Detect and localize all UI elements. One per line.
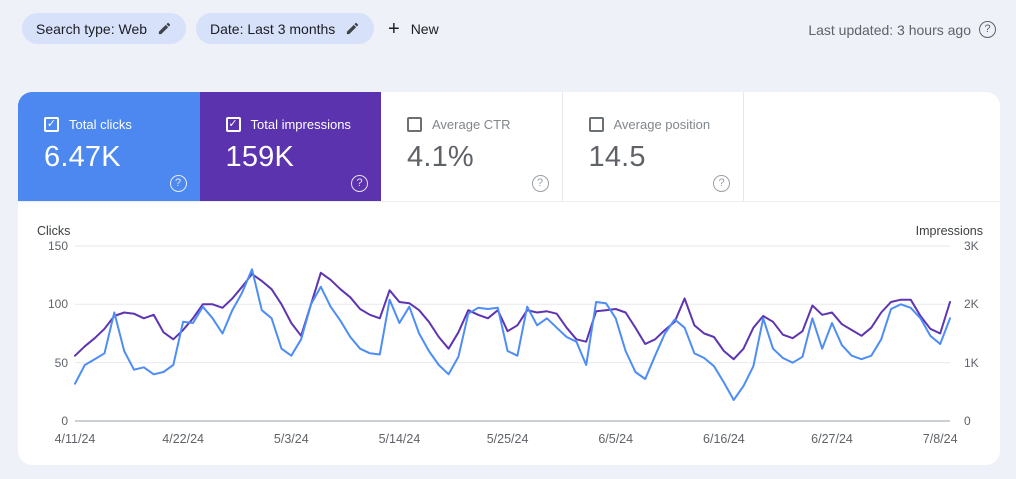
x-axis-date-label: 6/5/24 xyxy=(598,432,634,446)
metric-label: Average position xyxy=(613,117,711,132)
help-icon[interactable]: ? xyxy=(531,175,549,192)
performance-chart-svg xyxy=(74,245,951,422)
x-axis-date-label: 5/3/24 xyxy=(273,432,309,446)
checkbox-checked-icon[interactable]: ✓ xyxy=(44,117,59,132)
last-updated-text: Last updated: 3 hours ago xyxy=(808,21,971,38)
filter-toolbar: Search type: Web Date: Last 3 months + N… xyxy=(0,0,1016,60)
right-axis-tick-label: 0 xyxy=(964,414,971,428)
impressions-line xyxy=(74,271,951,361)
search-type-filter-label: Search type: Web xyxy=(36,20,148,37)
card-header: Average position xyxy=(588,117,744,132)
date-filter-label: Date: Last 3 months xyxy=(210,20,336,37)
clicks-line xyxy=(74,268,951,401)
left-axis-tick-label: 50 xyxy=(54,355,68,370)
metric-label: Average CTR xyxy=(432,117,511,132)
plus-icon: + xyxy=(388,17,400,40)
metric-value: 14.5 xyxy=(588,141,646,173)
right-axis-title: Impressions xyxy=(915,224,983,238)
search-type-filter-chip[interactable]: Search type: Web xyxy=(22,13,187,44)
new-filter-button-label: New xyxy=(410,20,439,37)
help-icon[interactable]: ? xyxy=(169,175,187,192)
average-ctr-card[interactable]: Average CTR 4.1% ? xyxy=(381,92,563,201)
left-axis-tick-label: 150 xyxy=(47,239,68,253)
left-axis-tick-label: 100 xyxy=(47,297,68,312)
new-filter-button[interactable]: + New xyxy=(388,13,439,44)
metric-label: Total impressions xyxy=(250,117,351,132)
x-axis-date-label: 4/11/24 xyxy=(54,432,96,446)
x-axis-date-label: 5/25/24 xyxy=(486,432,529,446)
right-axis-tick-label: 1K xyxy=(964,355,979,370)
metric-label: Total clicks xyxy=(69,117,132,132)
x-axis-date-label: 7/8/24 xyxy=(922,432,958,446)
edit-pencil-icon xyxy=(347,22,359,35)
performance-panel: ✓ Total clicks 6.47K ? ✓ Total impressio… xyxy=(18,92,1000,465)
card-header: ✓ Total clicks xyxy=(44,117,200,132)
right-axis-tick-label: 3K xyxy=(964,239,979,253)
left-axis-tick-label: 0 xyxy=(61,414,68,428)
average-position-card[interactable]: Average position 14.5 ? xyxy=(562,92,744,201)
performance-chart[interactable]: Clicks Impressions 150 100 50 0 3K 2K 1K 0 4/1… xyxy=(18,202,1000,465)
card-header: ✓ Total impressions xyxy=(225,117,382,132)
x-axis-date-label: 4/22/24 xyxy=(162,432,204,446)
checkbox-unchecked-icon[interactable] xyxy=(588,117,604,132)
checkbox-checked-icon[interactable]: ✓ xyxy=(225,117,241,132)
metric-value: 159K xyxy=(225,141,295,173)
help-icon[interactable]: ? xyxy=(713,175,730,192)
x-axis-date-label: 6/16/24 xyxy=(703,432,745,446)
right-axis-tick-label: 2K xyxy=(964,297,979,312)
total-impressions-card[interactable]: ✓ Total impressions 159K ? xyxy=(199,92,382,201)
checkbox-unchecked-icon[interactable] xyxy=(407,117,422,132)
x-axis-date-label: 6/27/24 xyxy=(811,432,853,446)
card-header: Average CTR xyxy=(407,117,562,132)
left-axis-title: Clicks xyxy=(37,224,71,238)
edit-pencil-icon xyxy=(158,22,171,35)
date-filter-chip[interactable]: Date: Last 3 months xyxy=(196,13,375,44)
metric-value: 4.1% xyxy=(407,141,474,173)
total-clicks-card[interactable]: ✓ Total clicks 6.47K ? xyxy=(18,92,200,201)
last-updated-status: Last updated: 3 hours ago ? xyxy=(808,14,996,45)
help-icon[interactable]: ? xyxy=(979,21,996,38)
metric-cards-row: ✓ Total clicks 6.47K ? ✓ Total impressio… xyxy=(18,92,1000,202)
metric-value: 6.47K xyxy=(44,141,121,173)
help-icon[interactable]: ? xyxy=(351,175,368,192)
x-axis-date-label: 5/14/24 xyxy=(378,432,421,446)
